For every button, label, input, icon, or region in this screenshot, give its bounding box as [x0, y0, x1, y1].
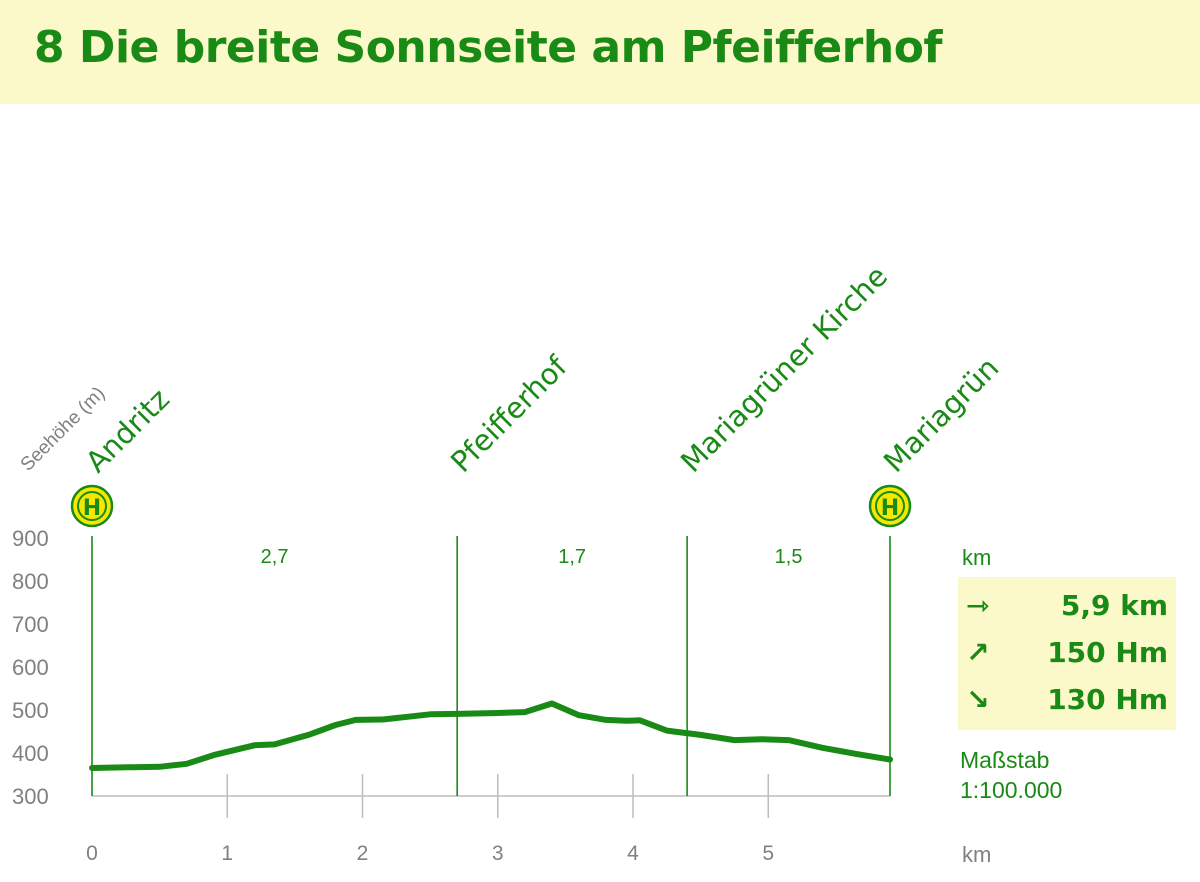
y-tick-label: 600: [12, 655, 49, 680]
x-tick-label: 3: [492, 842, 504, 865]
x-tick-label: 2: [357, 842, 369, 865]
scale-value: 1:100.000: [960, 777, 1063, 803]
segment-distance-label: 1,5: [775, 546, 803, 568]
stat-distance: ⇾ 5,9 km: [958, 585, 1176, 629]
stat-ascent-value: 150 Hm: [1047, 636, 1168, 669]
stat-descent: ↘ 130 Hm: [958, 679, 1176, 723]
y-tick-label: 900: [12, 526, 49, 551]
ascent-icon: ↗: [966, 636, 990, 669]
y-tick-label: 500: [12, 698, 49, 723]
y-tick-label: 300: [12, 784, 49, 809]
bus-stop-icon-ring: [77, 491, 107, 521]
page-title: 8 Die breite Sonnseite am Pfeifferhof: [34, 22, 943, 73]
stat-distance-value: 5,9 km: [1060, 589, 1168, 622]
header-banner: 8 Die breite Sonnseite am Pfeifferhof: [0, 0, 1200, 104]
scale-label: Maßstab: [960, 747, 1050, 773]
y-tick-label: 700: [12, 612, 49, 637]
y-tick-label: 400: [12, 741, 49, 766]
stat-descent-value: 130 Hm: [1047, 683, 1168, 716]
waypoint-label: Mariagrün: [877, 351, 1005, 479]
elevation-profile-line: [89, 700, 893, 771]
segment-distance-label: 1,7: [558, 546, 586, 568]
bus-stop-icon-ring: [875, 491, 905, 521]
x-tick-label: 4: [627, 842, 639, 865]
segment-unit-label: km: [962, 545, 992, 570]
bus-stop-letter: H: [83, 496, 101, 521]
distance-icon: ⇾: [966, 589, 990, 622]
stats-panel: ⇾ 5,9 km ↗ 150 Hm ↘ 130 Hm: [958, 577, 1176, 730]
x-tick-label: 1: [221, 842, 233, 865]
bus-stop-letter: H: [881, 496, 899, 521]
scale-block: Maßstab 1:100.000: [960, 745, 1062, 805]
x-tick-label: 0: [86, 842, 98, 865]
waypoint-label: Mariagrüner Kirche: [674, 259, 894, 479]
x-axis-unit: km: [962, 842, 992, 867]
y-tick-label: 800: [12, 569, 49, 594]
segment-distance-label: 2,7: [261, 546, 289, 568]
waypoint-label: Pfeifferhof: [444, 349, 574, 479]
descent-icon: ↘: [966, 683, 990, 716]
x-tick-label: 5: [762, 842, 774, 865]
stat-ascent: ↗ 150 Hm: [958, 632, 1176, 676]
